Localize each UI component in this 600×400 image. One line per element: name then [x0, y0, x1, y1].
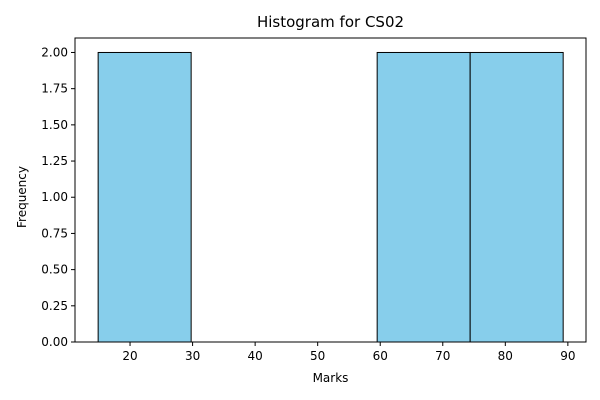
y-tick-label: 0.75	[41, 226, 68, 240]
y-tick-label: 1.00	[41, 190, 68, 204]
x-tick-label: 40	[247, 349, 262, 363]
histogram-bar	[376, 51, 471, 343]
y-tick-label: 0.50	[41, 263, 68, 277]
x-axis-ticks: 20 30 40 50 60 70 80 90	[122, 342, 576, 363]
histogram-bar	[97, 51, 192, 343]
x-tick-label: 50	[310, 349, 325, 363]
y-tick-label: 1.50	[41, 118, 68, 132]
plot-frame	[74, 37, 587, 343]
y-tick-label: 0.25	[41, 299, 68, 313]
y-tick-label: 1.75	[41, 82, 68, 96]
x-tick-label: 20	[122, 349, 137, 363]
x-tick-label: 60	[373, 349, 388, 363]
x-tick-label: 80	[498, 349, 513, 363]
x-tick-label: 90	[560, 349, 575, 363]
y-tick-label: 1.25	[41, 154, 68, 168]
chart-title: Histogram for CS02	[257, 13, 404, 31]
histogram-bar	[469, 51, 564, 343]
x-tick-label: 30	[185, 349, 200, 363]
x-tick-label: 70	[435, 349, 450, 363]
y-axis-label: Frequency	[15, 166, 29, 228]
y-tick-label: 0.00	[41, 335, 68, 349]
histogram-bars	[97, 51, 564, 343]
y-axis-ticks: 0.00 0.25 0.50 0.75 1.00 1.25 1.50 1.75 2.00	[41, 45, 75, 349]
x-axis-label: Marks	[313, 371, 349, 385]
y-tick-label: 2.00	[41, 45, 68, 59]
